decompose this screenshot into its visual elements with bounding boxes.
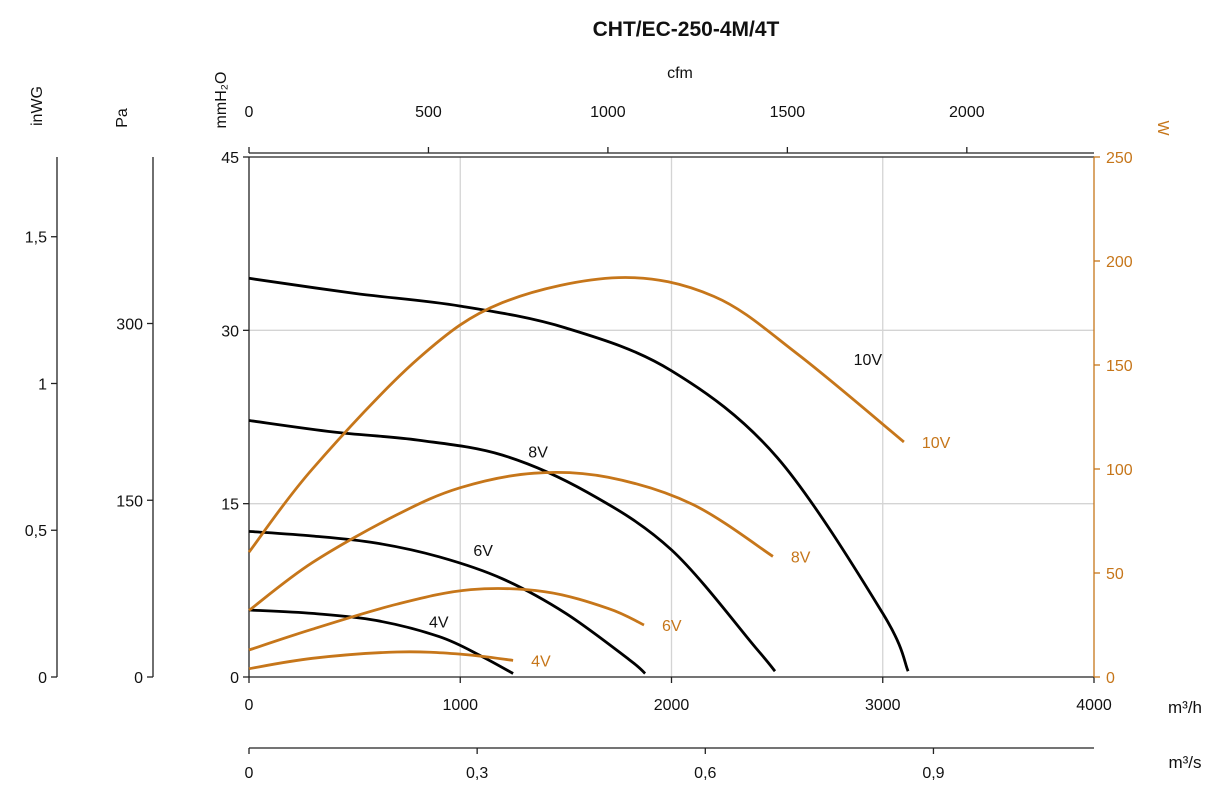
pressure-curve-label-6V: 6V (473, 543, 493, 560)
y-tick-label-mmh2o: 15 (221, 497, 239, 514)
power-curve-10V (247, 276, 905, 554)
power-curve-6V (248, 587, 645, 652)
y-label-mmh2o: mmH₂O (213, 72, 230, 129)
pressure-curve-6V (248, 530, 647, 675)
pressure-curve-8V (248, 419, 777, 673)
y-label-inwg: inWG (29, 86, 46, 126)
x-label-m3h: m³/h (1168, 698, 1202, 717)
x-tick-label-cfm: 2000 (949, 104, 985, 121)
y-tick-label-pa: 300 (116, 317, 143, 334)
y-tick-label-w: 0 (1106, 670, 1115, 687)
y-tick-label-pa: 150 (116, 493, 143, 510)
y-tick-label-mmh2o: 0 (230, 670, 239, 687)
axes (51, 147, 1100, 754)
y-tick-label-pa: 0 (134, 670, 143, 687)
pressure-curve-label-8V: 8V (528, 445, 548, 462)
x-tick-label-cfm: 0 (245, 104, 254, 121)
power-curve-label-6V: 6V (662, 618, 682, 635)
y-label-w: W (1154, 120, 1171, 136)
y-tick-label-inwg: 1 (38, 376, 47, 393)
y-tick-label-mmh2o: 30 (221, 323, 239, 340)
x-tick-label-m3h: 0 (245, 697, 254, 714)
power-curve-4V (248, 650, 514, 671)
grid-lines (249, 157, 1094, 677)
pressure-curve-label-10V: 10V (854, 352, 883, 369)
y-tick-label-w: 50 (1106, 566, 1124, 583)
y-tick-label-inwg: 0,5 (25, 523, 47, 540)
x-tick-label-m3h: 3000 (865, 697, 901, 714)
power-curve-label-8V: 8V (791, 549, 811, 566)
pressure-curve-10V (248, 276, 910, 672)
series-lines (247, 276, 910, 675)
y-tick-label-w: 150 (1106, 358, 1133, 375)
x-tick-label-cfm: 500 (415, 104, 442, 121)
pressure-curve-4V (248, 608, 514, 675)
chart-title: CHT/EC-250-4M/4T (593, 18, 780, 41)
x-tick-label-cfm: 1000 (590, 104, 626, 121)
x-tick-label-m3s: 0,3 (466, 765, 488, 782)
y-tick-label-w: 250 (1106, 150, 1133, 167)
y-tick-label-w: 100 (1106, 462, 1133, 479)
x-tick-label-m3h: 4000 (1076, 697, 1112, 714)
y-tick-label-inwg: 0 (38, 670, 47, 687)
y-label-pa: Pa (114, 108, 131, 128)
x-tick-label-cfm: 1500 (770, 104, 806, 121)
x-tick-label-m3s: 0,9 (922, 765, 944, 782)
pressure-curve-label-4V: 4V (429, 615, 449, 632)
x-label-m3s: m³/s (1168, 753, 1201, 772)
y-tick-label-w: 200 (1106, 254, 1133, 271)
y-tick-label-mmh2o: 45 (221, 150, 239, 167)
x-tick-label-m3s: 0,6 (694, 765, 716, 782)
x-tick-label-m3h: 1000 (442, 697, 478, 714)
power-curve-label-10V: 10V (922, 435, 951, 452)
x-label-cfm: cfm (667, 65, 693, 82)
y-tick-label-inwg: 1,5 (25, 230, 47, 247)
x-tick-label-m3h: 2000 (654, 697, 690, 714)
x-tick-label-m3s: 0 (245, 765, 254, 782)
power-curve-label-4V: 4V (531, 653, 551, 670)
power-curve-8V (248, 470, 774, 612)
